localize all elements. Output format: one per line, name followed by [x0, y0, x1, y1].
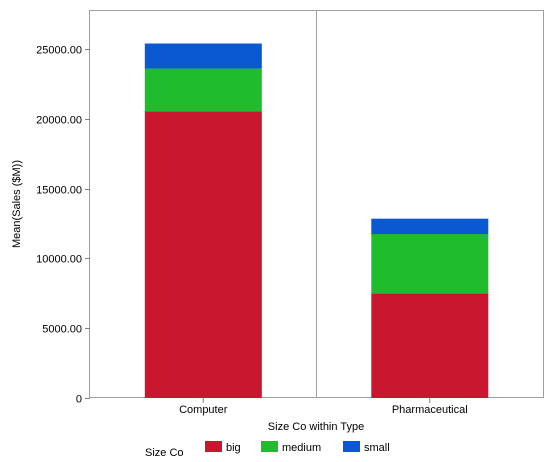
legend-swatch-big: [205, 441, 222, 452]
y-tick-label: 0: [76, 394, 82, 406]
bar-medium-0: [144, 68, 262, 112]
bar-big-1: [371, 293, 489, 398]
legend-swatch-medium: [261, 441, 278, 452]
bar-small-1: [371, 218, 489, 235]
y-tick-label: 15000.00: [36, 185, 82, 197]
legend-label-medium: medium: [282, 442, 321, 454]
legend: Size Co big medium small: [145, 441, 390, 459]
legend-title: Size Co: [145, 447, 184, 459]
bar-small-0: [144, 43, 262, 69]
legend-label-big: big: [226, 442, 241, 454]
legend-swatch-small: [343, 441, 360, 452]
y-tick-label: 25000.00: [36, 45, 82, 57]
legend-label-small: small: [364, 442, 390, 454]
y-tick-label: 10000.00: [36, 254, 82, 266]
bar-big-0: [144, 111, 262, 398]
x-axis-label: Size Co within Type: [268, 421, 364, 433]
y-tick-label: 5000.00: [42, 324, 82, 336]
x-tick-label: Pharmaceutical: [392, 404, 468, 416]
y-tick-label: 20000.00: [36, 115, 82, 127]
bar-medium-1: [371, 234, 489, 294]
y-axis-label: Mean(Sales ($M)): [11, 160, 23, 248]
x-tick-label: Computer: [179, 404, 228, 416]
